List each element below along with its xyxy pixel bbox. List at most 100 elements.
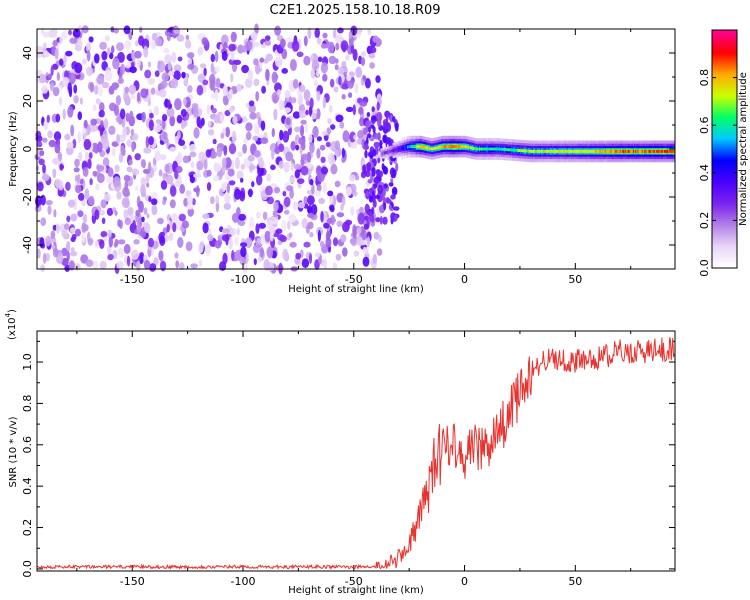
spectrogram-noise-cell [253,258,257,266]
spectrogram-signal-cell [467,145,470,149]
spectrogram-signal-cell [398,147,400,151]
spectrogram-y-tick-label: 20 [21,94,34,108]
spectrogram-noise-cell [299,110,307,119]
spectrogram-noise-cell [157,217,164,225]
spectrogram-noise-cell [138,200,144,213]
colorbar-segment [712,30,737,33]
colorbar-segment [712,109,737,112]
spectrogram-signal-cell [511,148,513,152]
spectrogram-noise-cell [221,157,227,168]
spectrogram-noise-cell [43,120,48,131]
spectrogram-noise-cell [41,173,50,182]
spectrogram-signal-cell [408,145,410,149]
spectrogram-noise-cell [253,78,260,87]
spectrogram-noise-cell [43,50,50,58]
spectrogram-noise-cell [228,143,237,155]
spectrogram-noise-cell [290,162,294,172]
spectrogram-signal-cell [483,147,485,151]
spectrogram-noise-cell [196,85,204,96]
spectrogram-signal-cell [482,147,484,151]
colorbar-segment [712,170,737,174]
colorbar-segment [712,35,737,39]
colorbar-segment [712,174,737,178]
spectrogram-noise-cell [154,150,161,161]
spectrogram-noise-cell [99,209,105,216]
spectrogram-signal-cell [584,149,586,153]
spectrogram-noise-cell [395,126,399,132]
spectrogram-noise-cell [375,194,381,200]
spectrogram-noise-cell [240,242,248,248]
colorbar-segment [712,154,737,158]
spectrogram-signal-cell [605,149,607,153]
spectrogram-signal-cell [491,147,493,151]
colorbar-segment [712,47,737,51]
spectrogram-noise-cell [296,51,304,58]
colorbar-segment [712,61,737,65]
spectrogram-noise-cell [357,212,365,225]
spectrogram-signal-cell [604,149,606,153]
spectrogram-noise-cell [108,125,116,135]
spectrogram-noise-cell [52,39,58,47]
spectrogram-signal-cell [549,149,552,153]
colorbar-segment [712,79,737,83]
spectrogram-noise-cell [106,47,111,56]
spectrogram-noise-cell [283,209,290,215]
spectrogram-noise-cell [162,199,167,206]
spectrogram-noise-cell [205,149,212,158]
spectrogram-signal-cell [535,149,537,153]
spectrogram-noise-cell [117,219,121,228]
colorbar-segment [712,206,737,210]
spectrogram-signal-cell [391,149,393,153]
spectrogram-noise-cell [367,28,372,35]
spectrogram-noise-cell [258,222,266,229]
spectrogram-signal-cell [411,145,413,149]
spectrogram-noise-cell [239,257,247,266]
spectrogram-noise-cell [95,98,101,105]
colorbar-segment [712,208,737,212]
spectrogram-noise-cell [327,41,335,54]
spectrogram-signal-cell [473,147,475,150]
colorbar-segment [712,160,737,164]
spectrogram-noise-cell [330,78,335,88]
spectrogram-noise-cell [330,158,336,164]
spectrogram-noise-cell [123,243,131,255]
spectrogram-noise-cell [214,66,221,73]
spectrogram-noise-cell [334,147,342,158]
spectrogram-noise-cell [148,263,157,272]
spectrogram-signal-cell [497,147,500,151]
spectrogram-noise-cell [169,115,176,127]
spectrogram-noise-cell [336,212,345,218]
spectrogram-noise-cell [363,127,367,135]
spectrogram-noise-cell [309,232,314,238]
spectrogram-noise-cell [123,209,129,220]
colorbar-segment [712,196,737,200]
spectrogram-signal-cell [516,148,519,152]
spectrogram-noise-cell [327,190,334,197]
spectrogram-noise-cell [35,46,44,58]
spectrogram-noise-cell [221,228,230,234]
spectrogram-noise-cell [272,210,278,218]
spectrogram-signal-cell [447,145,450,149]
spectrogram-noise-cell [196,160,204,171]
spectrogram-signal-cell [640,149,643,153]
spectrogram-noise-cell [335,42,340,51]
spectrogram-signal-cell [563,149,565,153]
spectrogram-noise-cell [282,130,290,143]
spectrogram-noise-cell [153,257,159,266]
spectrogram-noise-cell [148,119,154,131]
spectrogram-signal-cell [432,147,434,151]
spectrogram-signal-cell [647,149,649,153]
spectrogram-noise-cell [131,168,140,176]
spectrogram-noise-cell [342,130,350,143]
spectrogram-noise-cell [278,160,284,169]
spectrogram-signal-cell [405,145,408,149]
spectrogram-noise-cell [73,95,79,104]
spectrogram-signal-cell [412,145,414,149]
spectrogram-noise-cell [181,220,189,229]
colorbar-segment [712,158,737,162]
spectrogram-noise-cell [338,76,342,86]
spectrogram-noise-cell [368,188,374,193]
spectrogram-noise-cell [248,103,256,114]
spectrogram-signal-cell [455,145,458,149]
spectrogram-signal-cell [567,149,570,153]
